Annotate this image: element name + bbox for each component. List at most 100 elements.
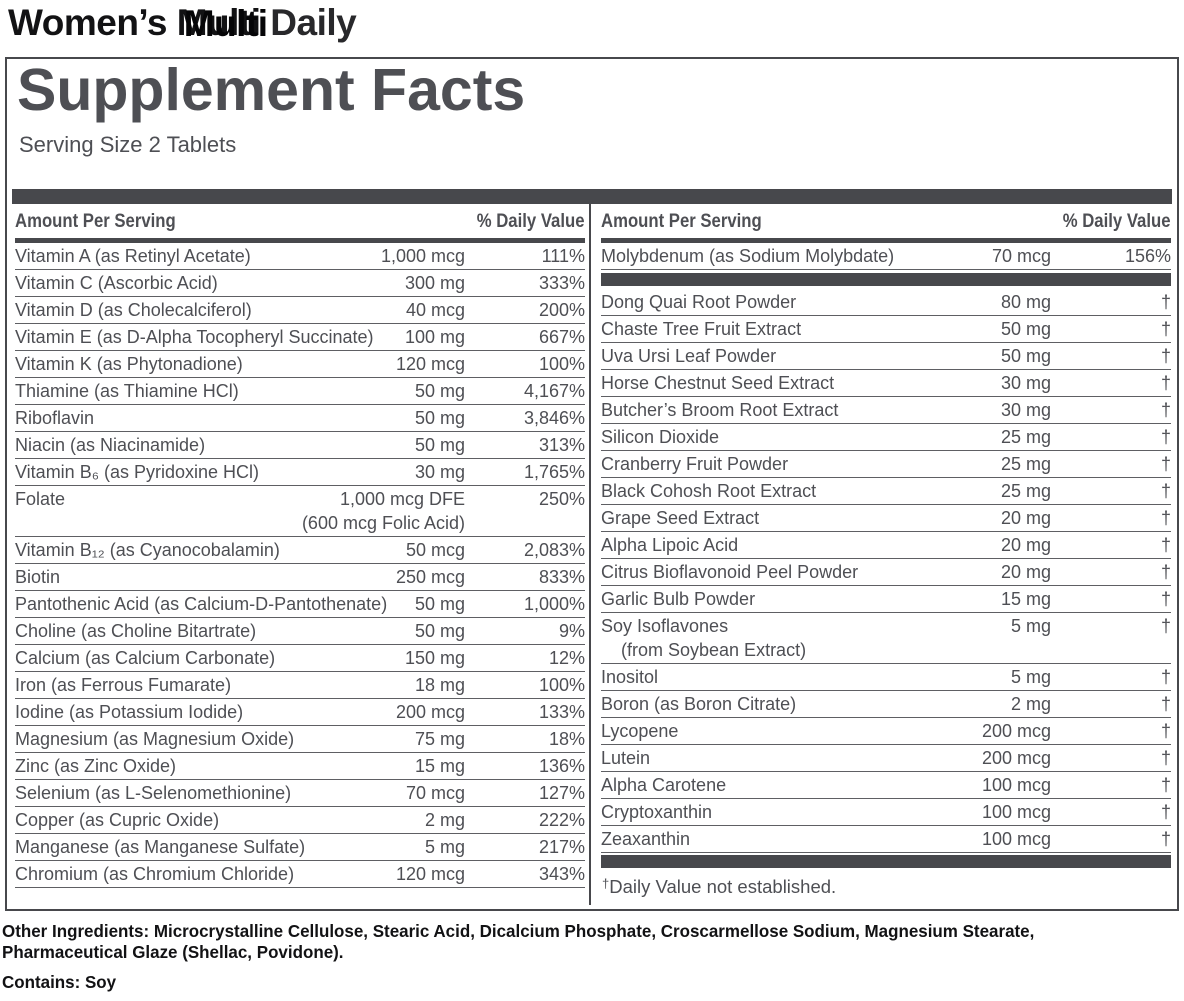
row-dv: 111% — [541, 245, 585, 266]
row-dv: † — [1160, 291, 1171, 312]
row-name: Thiamine (as Thiamine HCl) — [15, 380, 239, 401]
row-amount: 150 mg — [404, 647, 465, 668]
row-dv: † — [1160, 399, 1171, 420]
table-row: Citrus Bioflavonoid Peel Powder 20 mg † — [601, 559, 1171, 586]
table-row: Magnesium (as Magnesium Oxide) 75 mg 18% — [15, 726, 585, 753]
column-header-right: Amount Per Serving % Daily Value — [601, 204, 1171, 238]
row-amount: 25 mg — [1000, 480, 1051, 501]
row-amount: 50 mg — [414, 593, 465, 614]
table-row: Riboflavin 50 mg 3,846% — [15, 405, 585, 432]
daily-value-footnote-text: Daily Value not established. — [609, 875, 837, 897]
row-dv: † — [1160, 561, 1171, 582]
row-amount: 70 mcg — [405, 782, 465, 803]
row-name: Cranberry Fruit Powder — [601, 453, 789, 474]
row-name: Inositol — [601, 666, 659, 687]
table-row: Iron (as Ferrous Fumarate) 18 mg 100% — [15, 672, 585, 699]
daily-value-label: % Daily Value — [1063, 210, 1171, 232]
row-dv: † — [1160, 720, 1171, 741]
row-dv: 1,765% — [523, 461, 585, 482]
table-row: Vitamin B₁₂ (as Cyanocobalamin) 50 mcg 2,0… — [15, 537, 585, 564]
row-name: Grape Seed Extract — [601, 507, 760, 528]
row-name: Boron (as Boron Citrate) — [601, 693, 797, 714]
table-row: Chromium (as Chromium Chloride) 120 mcg 34… — [15, 861, 585, 888]
row-amount: 200 mcg — [981, 747, 1051, 768]
row-amount: 20 mg — [1000, 534, 1051, 555]
row-dv: † — [1160, 801, 1171, 822]
row-dv: 250% — [538, 488, 585, 509]
facts-table: Amount Per Serving % Daily Value Vitamin… — [12, 188, 1172, 906]
row-name: Folate — [15, 488, 66, 509]
row-dv: † — [1160, 774, 1171, 795]
section-divider-bar — [601, 272, 1171, 286]
row-dv: † — [1160, 534, 1171, 555]
rows-left: Vitamin A (as Retinyl Acetate) 1,000 mcg 1… — [15, 243, 585, 888]
row-name: Vitamin A (as Retinyl Acetate) — [15, 245, 251, 266]
row-dv: † — [1160, 426, 1171, 447]
table-row: Black Cohosh Root Extract 25 mg † — [601, 478, 1171, 505]
row-name: Vitamin C (Ascorbic Acid) — [15, 272, 218, 293]
row-amount: 50 mg — [414, 434, 465, 455]
product-title: Women’s Multi Multi Daily — [8, 1, 1184, 45]
row-amount: 5 mg — [1010, 615, 1051, 636]
row-amount: 15 mg — [414, 755, 465, 776]
table-row: Copper (as Cupric Oxide) 2 mg 222% — [15, 807, 585, 834]
amount-per-serving-label: Amount Per Serving — [601, 210, 762, 232]
table-row: Manganese (as Manganese Sulfate) 5 mg 217% — [15, 834, 585, 861]
row-name: Chromium (as Chromium Chloride) — [15, 863, 295, 884]
header-rule — [15, 237, 585, 243]
row-amount: 250 mcg — [395, 566, 465, 587]
row-amount: 30 mg — [1000, 372, 1051, 393]
row-dv: † — [1160, 372, 1171, 393]
daily-value-footnote: †Daily Value not established. — [601, 868, 1171, 898]
table-row: Pantothenic Acid (as Calcium-D-Pantothen… — [15, 591, 585, 618]
product-title-word-multi: Multi — [176, 2, 261, 43]
row-dv: 667% — [538, 326, 585, 347]
row-dv: † — [1160, 666, 1171, 687]
row-name: Silicon Dioxide — [601, 426, 720, 447]
row-name: Riboflavin — [15, 407, 95, 428]
rows-right-top: Molybdenum (as Sodium Molybdate) 70 mcg 15… — [601, 243, 1171, 270]
row-dv: 333% — [538, 272, 585, 293]
serving-size: Serving Size 2 Tablets — [19, 132, 237, 158]
row-name: Alpha Carotene — [601, 774, 727, 795]
row-dv: 9% — [558, 620, 585, 641]
row-name: Dong Quai Root Powder — [601, 291, 797, 312]
row-amount: 20 mg — [1000, 561, 1051, 582]
row-dv: 100% — [538, 353, 585, 374]
bottom-divider-bar — [601, 854, 1171, 868]
table-row: Zinc (as Zinc Oxide) 15 mg 136% — [15, 753, 585, 780]
row-amount: 50 mg — [414, 407, 465, 428]
facts-column-right: Amount Per Serving % Daily Value Molybde… — [591, 204, 1172, 906]
table-row: Vitamin B₆ (as Pyridoxine HCl) 30 mg 1,765… — [15, 459, 585, 486]
row-amount: 5 mg — [1010, 666, 1051, 687]
row-amount: 100 mg — [404, 326, 465, 347]
table-row: Soy Isoflavones (from Soybean Extract) 5 … — [601, 613, 1171, 664]
row-amount: 200 mcg — [395, 701, 465, 722]
row-amount: 50 mg — [1000, 345, 1051, 366]
row-dv: 200% — [538, 299, 585, 320]
row-name: Selenium (as L-Selenomethionine) — [15, 782, 292, 803]
row-dv: 217% — [538, 836, 585, 857]
row-name: Vitamin B₁₂ (as Cyanocobalamin) — [15, 539, 280, 560]
header-rule — [601, 237, 1171, 243]
row-name: Vitamin E (as D-Alpha Tocopheryl Succina… — [15, 326, 374, 347]
row-amount: 25 mg — [1000, 453, 1051, 474]
row-amount: 120 mcg — [395, 353, 465, 374]
table-row: Cryptoxanthin 100 mcg † — [601, 799, 1171, 826]
row-amount: 50 mg — [1000, 318, 1051, 339]
row-amount: 50 mg — [414, 620, 465, 641]
table-row: Boron (as Boron Citrate) 2 mg † — [601, 691, 1171, 718]
table-row: Butcher’s Broom Root Extract 30 mg † — [601, 397, 1171, 424]
row-name: Magnesium (as Magnesium Oxide) — [15, 728, 295, 749]
contains-allergen: Contains: Soy — [2, 972, 117, 993]
row-name: Choline (as Choline Bitartrate) — [15, 620, 257, 641]
table-row: Iodine (as Potassium Iodide) 200 mcg 133% — [15, 699, 585, 726]
product-title-word-daily: Daily — [260, 2, 357, 43]
row-amount: 50 mg — [414, 380, 465, 401]
row-amount: 100 mcg — [981, 801, 1051, 822]
row-name: Iron (as Ferrous Fumarate) — [15, 674, 232, 695]
column-divider — [589, 203, 591, 906]
row-amount: 40 mcg — [405, 299, 465, 320]
table-row: Vitamin C (Ascorbic Acid) 300 mg 333% — [15, 270, 585, 297]
table-row: Vitamin D (as Cholecalciferol) 40 mcg 200% — [15, 297, 585, 324]
